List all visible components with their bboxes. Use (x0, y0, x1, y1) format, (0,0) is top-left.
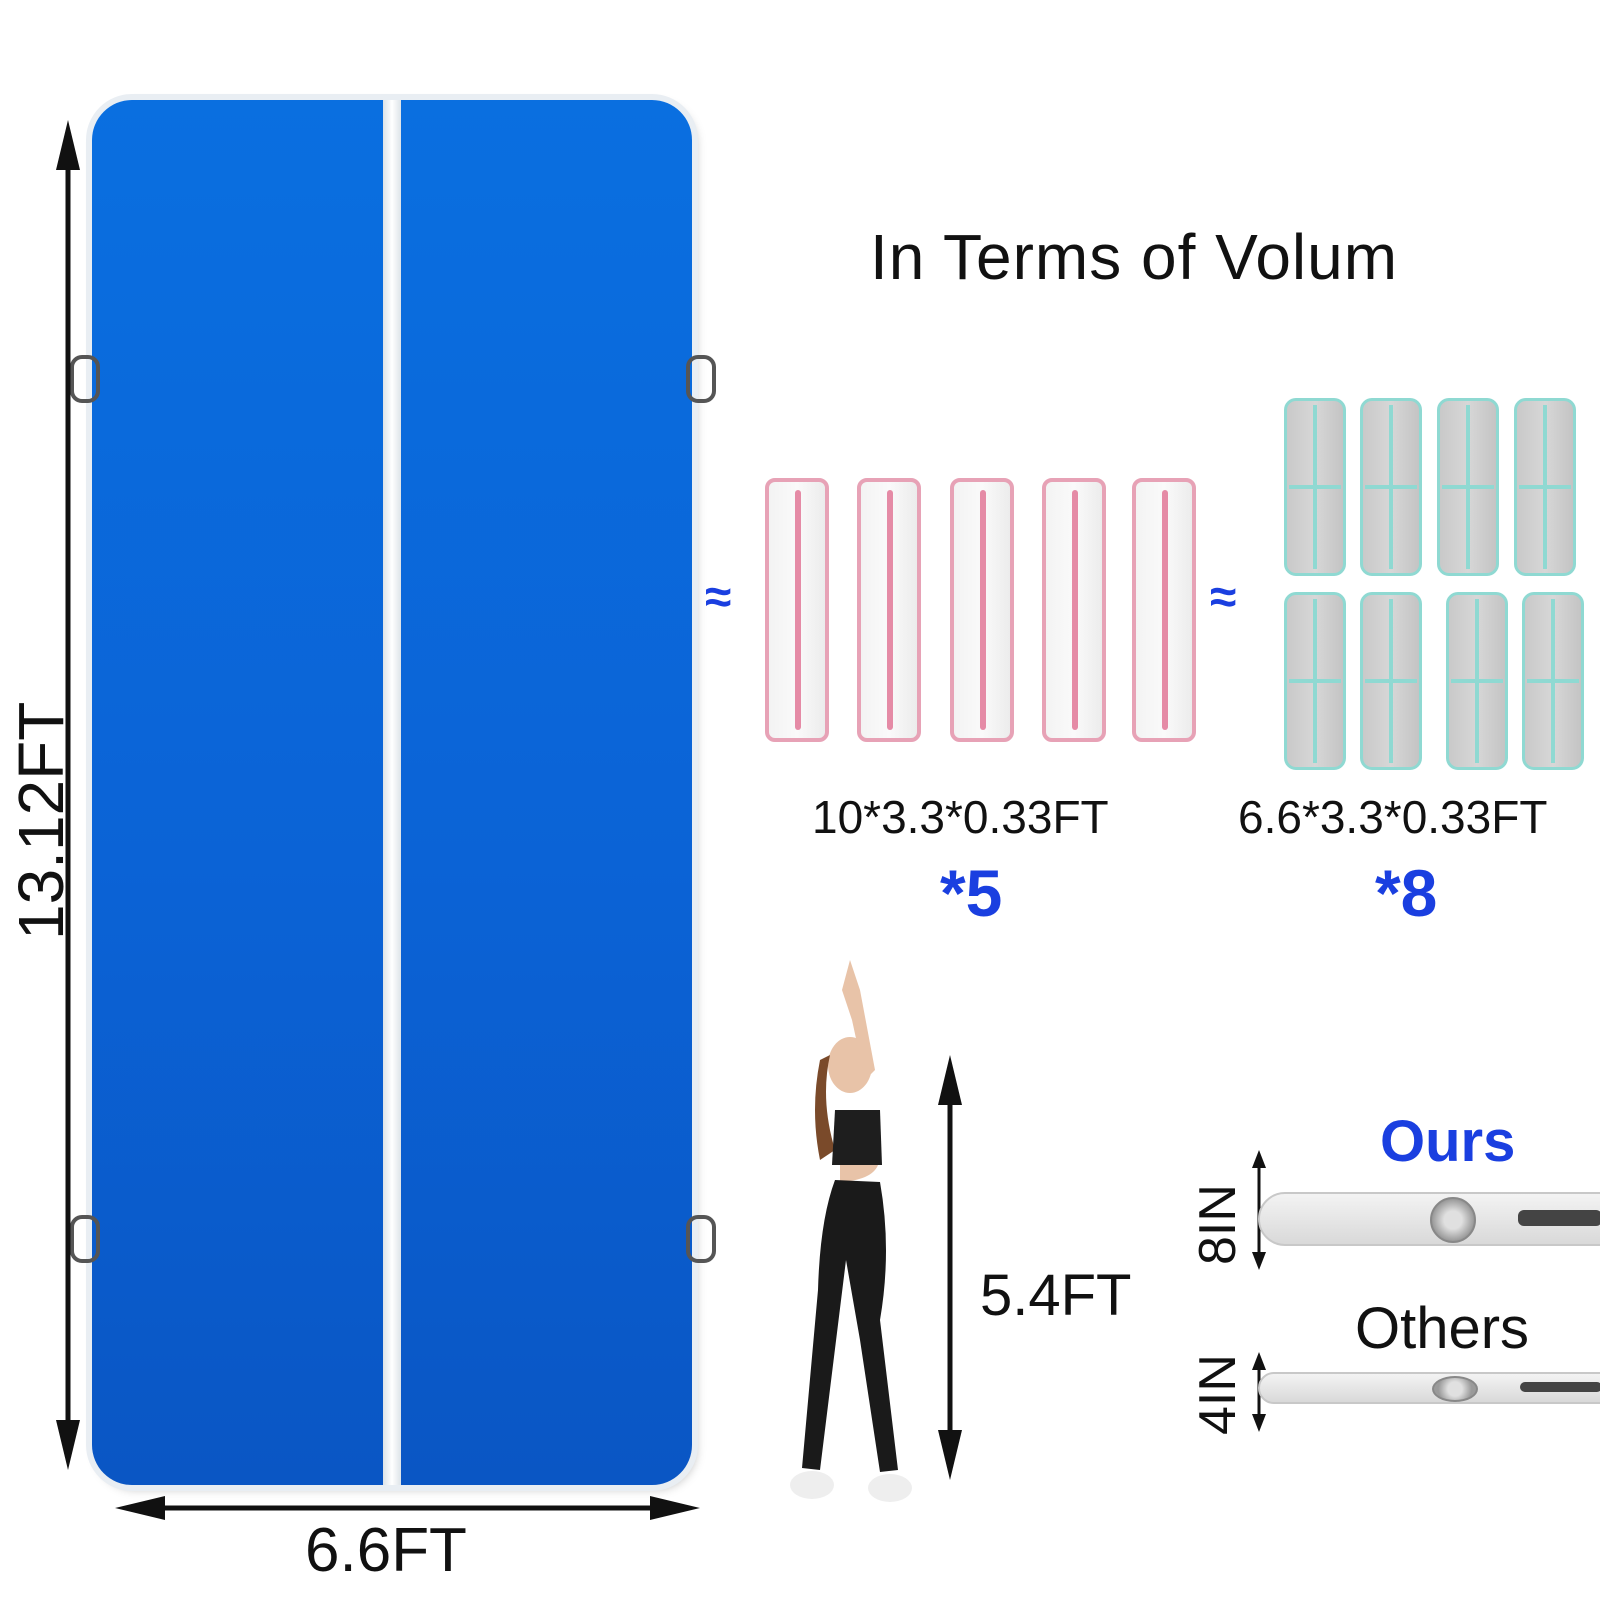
small-mat-b (1360, 398, 1422, 576)
small-mat-a (950, 478, 1014, 742)
small-mat-b (1446, 592, 1508, 770)
mat-handle-icon (686, 355, 716, 403)
small-mat-b (1360, 592, 1422, 770)
small-mat-a (1132, 478, 1196, 742)
small-mat-b (1284, 398, 1346, 576)
person-height-label: 5.4FT (980, 1263, 1132, 1328)
valve-icon (1430, 1197, 1476, 1243)
small-mat-b (1522, 592, 1584, 770)
mat-height-arrow-icon (56, 120, 80, 1470)
option-b-multiplier: *8 (1375, 856, 1438, 930)
option-b-spec: 6.6*3.3*0.33FT (1238, 791, 1548, 843)
valve-icon (1432, 1376, 1478, 1402)
mat-width-label: 6.6FT (305, 1516, 467, 1585)
approx-symbol: ≈ (1210, 571, 1237, 624)
small-mat-a (765, 478, 829, 742)
option-a-multiplier: *5 (940, 856, 1003, 930)
ours-mat-profile (1258, 1192, 1600, 1246)
small-mat-a (857, 478, 921, 742)
option-a-spec: 10*3.3*0.33FT (812, 791, 1109, 843)
main-air-track-mat (92, 100, 692, 1485)
comparison-title: In Terms of Volum (870, 221, 1399, 293)
small-mat-a (1042, 478, 1106, 742)
handle-slot (1520, 1382, 1600, 1392)
small-mat-b (1437, 398, 1499, 576)
others-mat-profile (1258, 1372, 1600, 1404)
approx-symbol: ≈ (705, 571, 732, 624)
handle-slot (1518, 1210, 1600, 1226)
mat-handle-icon (70, 355, 100, 403)
mat-center-seam (383, 100, 401, 1485)
small-mat-b (1514, 398, 1576, 576)
mat-width-arrow-icon (115, 1496, 700, 1520)
mat-handle-icon (686, 1215, 716, 1263)
mat-handle-icon (70, 1215, 100, 1263)
others-thickness-label: 4IN (1189, 1354, 1247, 1435)
mat-height-label: 13.12FT (5, 701, 77, 940)
person-height-arrow-icon (938, 1055, 962, 1480)
others-label: Others (1355, 1296, 1530, 1361)
person-figure-icon (790, 960, 912, 1502)
ours-thickness-label: 8IN (1189, 1184, 1247, 1265)
ours-label: Ours (1380, 1109, 1516, 1174)
small-mat-b (1284, 592, 1346, 770)
